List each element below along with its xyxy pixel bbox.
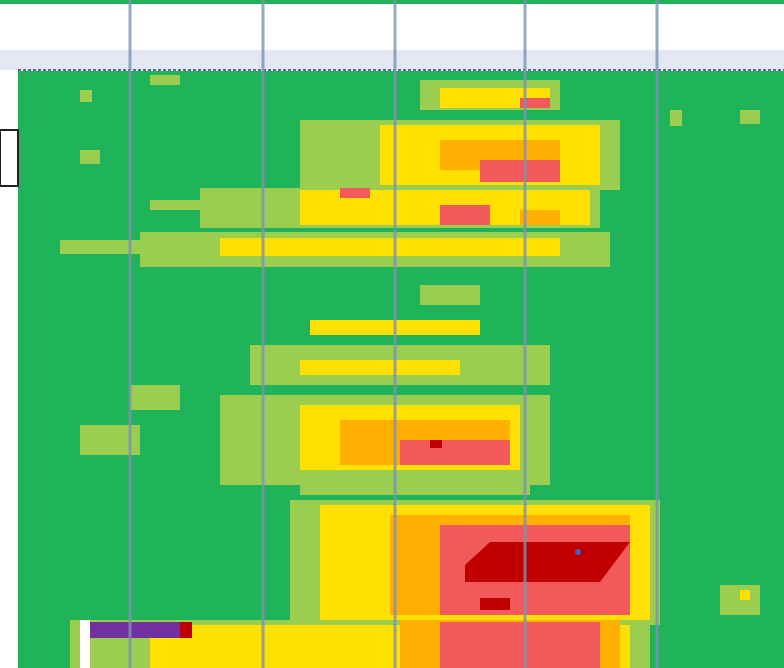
heat-blob — [340, 188, 370, 198]
heat-blob — [150, 200, 200, 210]
heat-blob — [440, 205, 490, 225]
heat-blob — [440, 622, 600, 668]
heat-blob — [480, 160, 560, 182]
heat-blob — [520, 98, 550, 108]
column-lines — [128, 0, 659, 668]
heat-blob — [90, 622, 190, 638]
header-band — [0, 50, 784, 70]
heat-blob — [180, 622, 192, 638]
heat-blobs — [60, 75, 760, 668]
heat-blob — [480, 598, 510, 610]
heat-blob — [60, 240, 140, 254]
header — [0, 4, 784, 50]
heat-blob — [150, 75, 180, 85]
heat-blob — [465, 542, 630, 582]
top-edge — [0, 0, 784, 4]
heat-blob — [300, 360, 460, 375]
heat-blob — [670, 110, 682, 126]
heat-blob — [80, 620, 90, 668]
left-bracket — [0, 129, 19, 187]
heat-blob — [220, 238, 560, 256]
heat-blob — [520, 210, 560, 225]
heat-blob — [80, 150, 100, 164]
heat-blob — [80, 90, 92, 102]
heat-blob — [420, 285, 480, 305]
heat-blob — [430, 440, 442, 448]
heat-blob — [575, 549, 581, 555]
heat-blob — [740, 110, 760, 124]
heat-blob — [740, 590, 750, 600]
heat-blob — [400, 440, 510, 465]
heat-blob — [300, 480, 530, 495]
heat-blob — [130, 385, 180, 410]
